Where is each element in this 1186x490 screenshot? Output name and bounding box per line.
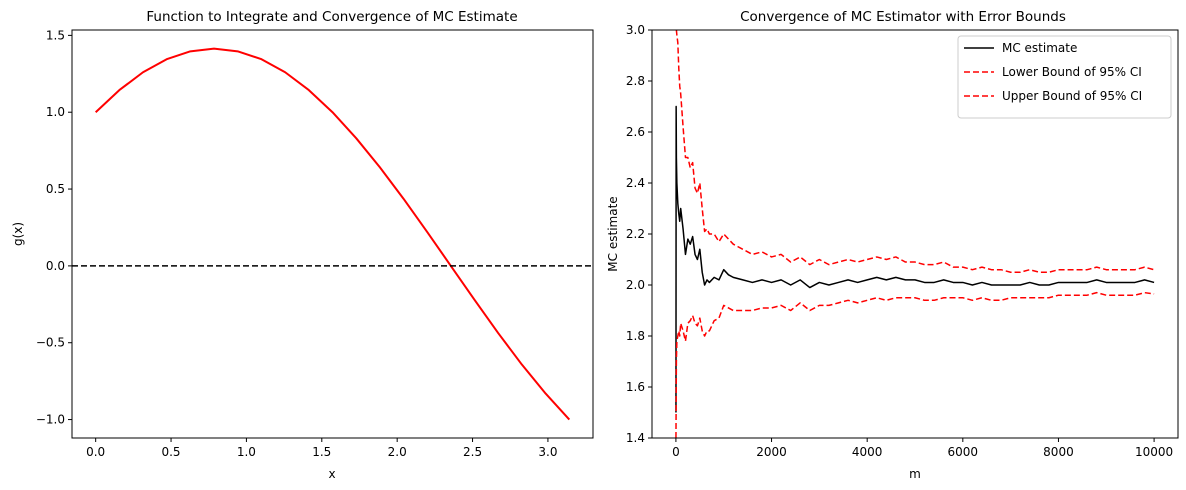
x-tick-label: 0.0 <box>86 445 105 459</box>
legend-label: Lower Bound of 95% CI <box>1002 65 1142 79</box>
left-x-axis-label: x <box>328 467 335 481</box>
y-tick-label: 1.6 <box>626 380 645 394</box>
right-chart: Convergence of MC Estimator with Error B… <box>606 9 1179 481</box>
x-tick-label: 2.5 <box>463 445 482 459</box>
right-y-ticks: 1.4 1.6 1.8 2.0 2.2 2.4 2.6 2.8 3.0 <box>626 23 652 445</box>
right-chart-title: Convergence of MC Estimator with Error B… <box>740 9 1066 25</box>
y-tick-label: 1.8 <box>626 329 645 343</box>
legend-label: MC estimate <box>1002 41 1077 55</box>
left-x-ticks: 0.0 0.5 1.0 1.5 2.0 2.5 3.0 <box>86 438 557 459</box>
series-line-upper-bound-of-95-ci <box>675 30 1155 273</box>
left-axes-frame <box>71 29 594 439</box>
left-y-ticks: −1.0 −0.5 0.0 0.5 1.0 1.5 <box>36 28 72 427</box>
y-tick-label: 2.6 <box>626 125 645 139</box>
x-tick-label: 1.5 <box>312 445 331 459</box>
left-chart-title: Function to Integrate and Convergence of… <box>146 9 517 25</box>
y-tick-label: 1.0 <box>46 105 65 119</box>
y-tick-label: 1.5 <box>46 28 65 42</box>
right-plot-area <box>675 30 1155 438</box>
x-tick-label: 8000 <box>1043 445 1074 459</box>
y-tick-label: 2.0 <box>626 278 645 292</box>
x-tick-label: 10000 <box>1135 445 1173 459</box>
left-y-axis-label: g(x) <box>11 222 25 246</box>
series-line-mc-estimate <box>675 105 1155 413</box>
y-tick-label: −1.0 <box>36 413 65 427</box>
series-line-lower-bound-of-95-ci <box>675 291 1155 438</box>
x-tick-label: 1.0 <box>237 445 256 459</box>
left-plot-area <box>72 47 593 421</box>
y-tick-label: 3.0 <box>626 23 645 37</box>
x-tick-label: 0.5 <box>161 445 180 459</box>
x-tick-label: 2000 <box>756 445 787 459</box>
x-tick-label: 0 <box>672 445 680 459</box>
y-tick-label: 2.8 <box>626 74 645 88</box>
right-x-ticks: 0 2000 4000 6000 8000 10000 <box>672 438 1173 459</box>
x-tick-label: 2.0 <box>388 445 407 459</box>
legend-label: Upper Bound of 95% CI <box>1002 89 1142 103</box>
y-tick-label: 0.5 <box>46 182 65 196</box>
legend-box <box>957 35 1172 119</box>
x-tick-label: 4000 <box>852 445 883 459</box>
x-tick-label: 3.0 <box>538 445 557 459</box>
y-tick-label: 2.4 <box>626 176 645 190</box>
x-tick-label: 6000 <box>948 445 979 459</box>
series-line-function-curve <box>94 47 571 421</box>
y-tick-label: 0.0 <box>46 259 65 273</box>
y-tick-label: 2.2 <box>626 227 645 241</box>
legend: MC estimate Lower Bound of 95% CI Upper Bo… <box>957 35 1172 119</box>
y-tick-label: 1.4 <box>626 431 645 445</box>
right-axes-frame <box>651 29 1179 439</box>
right-y-axis-label: MC estimate <box>606 196 620 271</box>
left-chart: Function to Integrate and Convergence of… <box>11 9 594 481</box>
y-tick-label: −0.5 <box>36 336 65 350</box>
right-x-axis-label: m <box>909 467 921 481</box>
